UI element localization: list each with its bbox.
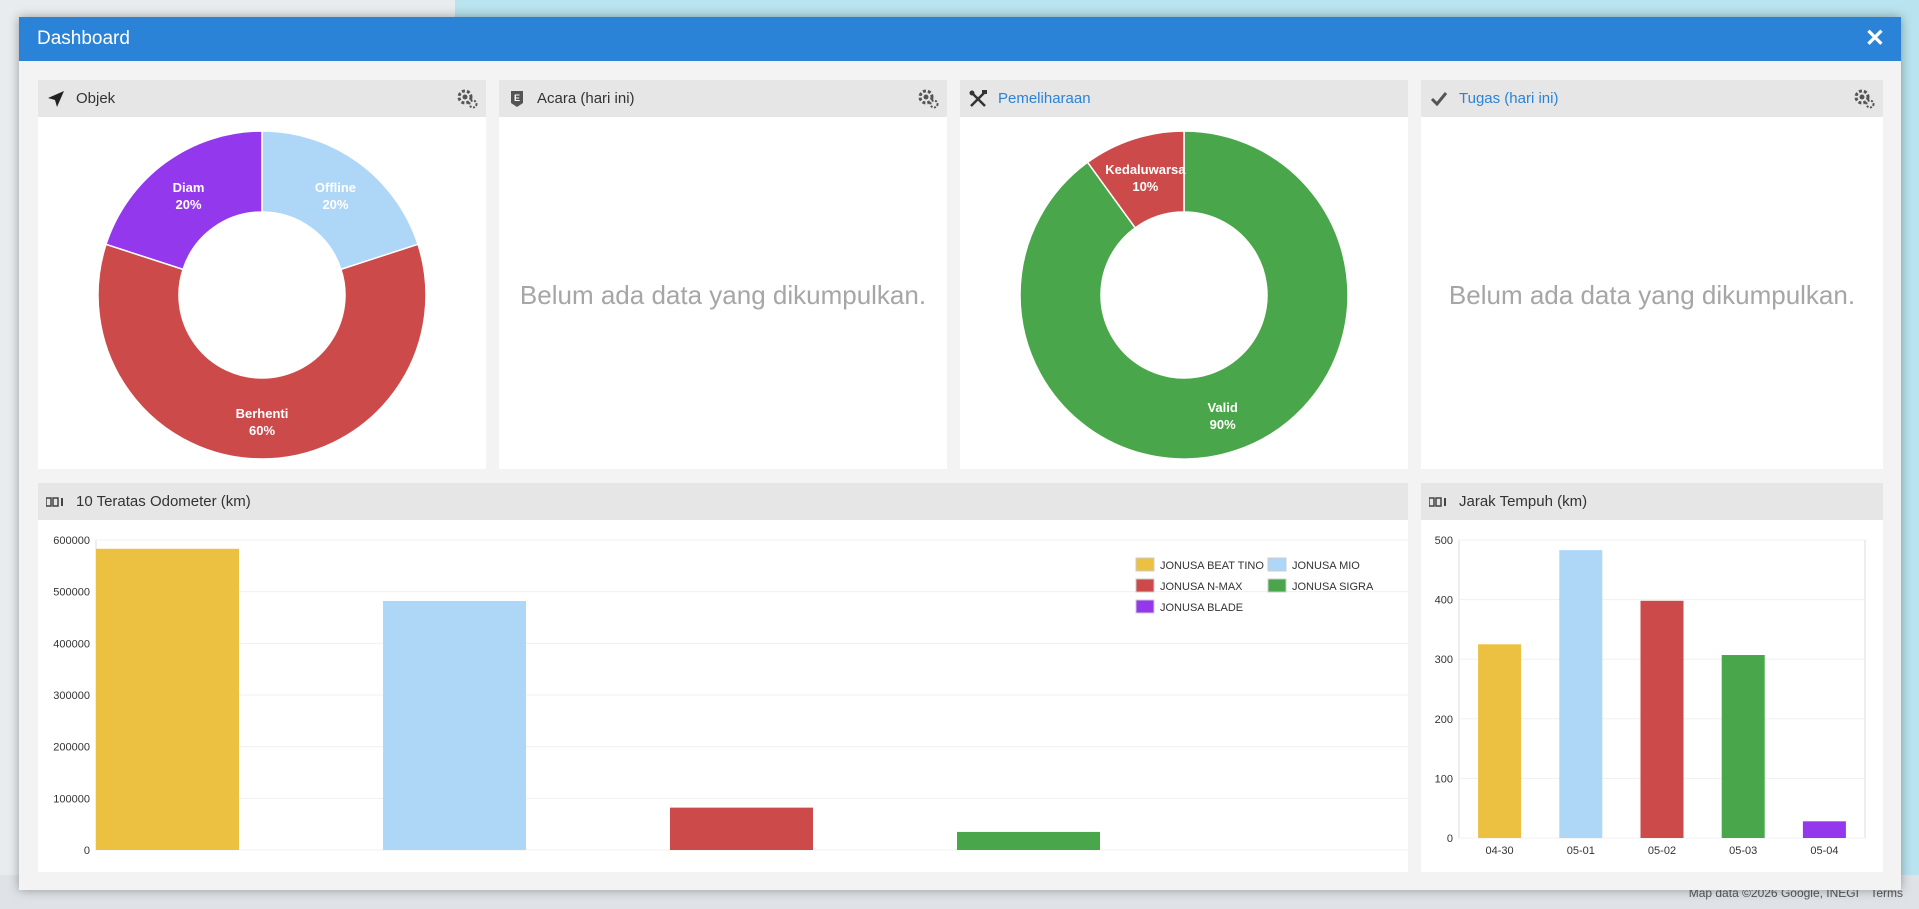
- widget-pemeliharaan-title[interactable]: Pemeliharaan: [998, 90, 1091, 107]
- bar-05-03[interactable]: [1721, 655, 1765, 838]
- bar-jonusa-beat-tino[interactable]: [96, 548, 239, 850]
- modal-header: Dashboard ✕: [19, 17, 1901, 61]
- y-tick-label: 300: [1435, 654, 1453, 666]
- bar-jonusa-mio[interactable]: [383, 600, 526, 850]
- legend-label[interactable]: JONUSA N-MAX: [1160, 581, 1243, 593]
- jarak-bar-chart: 0 100 200 300 400 500 04-30 05-01 05-02 05-03 05-0…: [1435, 535, 1866, 857]
- widget-objek: Objek Offline 20% Berhenti 60% Diam 20%: [38, 80, 486, 469]
- bar-05-02[interactable]: [1640, 600, 1684, 838]
- y-tick-label: 300000: [53, 690, 90, 702]
- y-tick-label: 400: [1435, 595, 1453, 607]
- widget-jarak-title: Jarak Tempuh (km): [1459, 493, 1588, 510]
- widget-acara: E Acara (hari ini) Belum ada data yang d…: [499, 80, 947, 469]
- legend-label[interactable]: JONUSA MIO: [1292, 560, 1360, 572]
- y-tick-label: 500: [1435, 535, 1453, 547]
- event-icon: E: [507, 89, 527, 109]
- widget-odometer-title: 10 Teratas Odometer (km): [76, 493, 251, 510]
- y-tick-label: 600000: [53, 535, 90, 547]
- widget-tugas: Tugas (hari ini) Belum ada data yang dik…: [1421, 80, 1883, 469]
- pemeliharaan-donut-chart: Valid 90% Kedaluwarsa 10%: [1019, 130, 1349, 460]
- odometer-bar-chart: 0 100000 200000 300000 400000 500000 600000 JON…: [53, 535, 1447, 857]
- widget-tugas-header: Tugas (hari ini): [1421, 80, 1883, 117]
- pie-value-label: 10%: [1132, 179, 1158, 194]
- x-tick-label: 05-02: [1648, 845, 1676, 857]
- tools-icon: [968, 89, 988, 109]
- widget-acara-header: E Acara (hari ini): [499, 80, 947, 117]
- empty-message: Belum ada data yang dikumpulkan.: [519, 280, 927, 310]
- y-tick-label: 100000: [53, 793, 90, 805]
- gear-icon[interactable]: [917, 88, 939, 110]
- pie-value-label: 20%: [322, 197, 348, 212]
- counter-icon: [1429, 492, 1449, 512]
- y-tick-label: 100: [1435, 773, 1453, 785]
- widget-pemeliharaan-header: Pemeliharaan: [960, 80, 1408, 117]
- modal-title: Dashboard: [37, 28, 130, 49]
- legend-label[interactable]: JONUSA BEAT TINO: [1160, 560, 1264, 572]
- y-tick-label: 0: [84, 845, 90, 857]
- legend-label[interactable]: JONUSA BLADE: [1160, 602, 1243, 614]
- x-tick-label: 05-01: [1567, 845, 1595, 857]
- legend-swatch[interactable]: [1267, 578, 1287, 593]
- y-tick-label: 500000: [53, 587, 90, 599]
- legend-swatch[interactable]: [1135, 578, 1155, 593]
- close-icon[interactable]: ✕: [1864, 25, 1885, 52]
- pie-value-label: 90%: [1210, 417, 1236, 432]
- pie-slice-berhenti[interactable]: [97, 243, 427, 460]
- gear-icon[interactable]: [1853, 88, 1875, 110]
- counter-icon: [46, 492, 66, 512]
- x-tick-label: 05-04: [1810, 845, 1838, 857]
- dashboard-modal: Dashboard ✕ Objek Offline 20% Berhenti 60% D…: [19, 17, 1901, 890]
- pie-label: Offline: [315, 180, 356, 195]
- pie-value-label: 20%: [176, 197, 202, 212]
- pie-label: Valid: [1207, 400, 1237, 415]
- bar-04-30[interactable]: [1478, 644, 1522, 838]
- legend-label[interactable]: JONUSA SIGRA: [1292, 581, 1374, 593]
- y-tick-label: 400000: [53, 638, 90, 650]
- y-tick-label: 200: [1435, 714, 1453, 726]
- pie-label: Kedaluwarsa: [1105, 162, 1186, 177]
- bar-jonusa-sigra[interactable]: [957, 831, 1100, 850]
- pie-slice-offline[interactable]: [261, 130, 419, 271]
- widget-odometer-header: 10 Teratas Odometer (km): [38, 483, 1408, 520]
- bar-05-01[interactable]: [1559, 550, 1603, 838]
- gear-icon[interactable]: [456, 88, 478, 110]
- widget-jarak: Jarak Tempuh (km) 0 100 200 300 400 500 04-30 0…: [1421, 483, 1883, 872]
- x-tick-label: 04-30: [1486, 845, 1514, 857]
- legend-swatch[interactable]: [1135, 557, 1155, 572]
- empty-message: Belum ada data yang dikumpulkan.: [1448, 280, 1856, 310]
- y-tick-label: 0: [1447, 833, 1453, 845]
- pie-value-label: 60%: [249, 423, 275, 438]
- objek-donut-chart: Offline 20% Berhenti 60% Diam 20%: [97, 130, 427, 460]
- pie-label: Diam: [173, 180, 205, 195]
- widget-objek-title: Objek: [76, 90, 116, 107]
- pie-label: Berhenti: [236, 406, 289, 421]
- bar-jonusa-n-max[interactable]: [670, 807, 813, 850]
- svg-text:E: E: [514, 93, 520, 103]
- pie-slice-diam[interactable]: [105, 130, 263, 271]
- pie-slice-valid[interactable]: [1019, 130, 1349, 460]
- widget-odometer: 10 Teratas Odometer (km) 0 100000 200000 30…: [38, 483, 1447, 872]
- location-arrow-icon: [46, 89, 66, 109]
- widget-acara-title: Acara (hari ini): [537, 90, 635, 107]
- widget-tugas-title[interactable]: Tugas (hari ini): [1459, 90, 1559, 107]
- bar-05-04[interactable]: [1802, 821, 1846, 838]
- legend-swatch[interactable]: [1135, 599, 1155, 614]
- check-icon: [1429, 89, 1449, 109]
- pie-slice-kedaluwarsa[interactable]: [1086, 130, 1185, 229]
- widget-objek-header: Objek: [38, 80, 486, 117]
- legend-swatch[interactable]: [1267, 557, 1287, 572]
- widget-jarak-header: Jarak Tempuh (km): [1421, 483, 1883, 520]
- widget-pemeliharaan: Pemeliharaan Valid 90% Kedaluwarsa 10%: [960, 80, 1408, 469]
- y-tick-label: 200000: [53, 742, 90, 754]
- x-tick-label: 05-03: [1729, 845, 1757, 857]
